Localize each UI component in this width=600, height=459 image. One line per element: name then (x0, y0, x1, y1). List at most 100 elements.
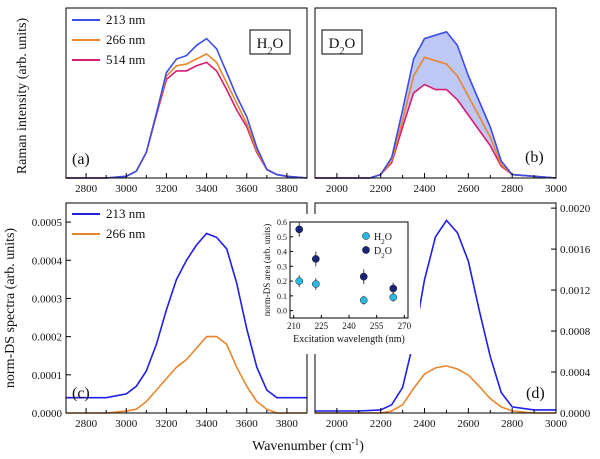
x-tick-label-b: 3000 (545, 183, 568, 195)
x-tick-label-b: 2400 (414, 183, 437, 195)
panel-label-d: (d) (526, 385, 545, 402)
x-tick-label-a: 3200 (155, 183, 178, 195)
plot-frame-b (314, 7, 557, 179)
x-tick-label-a: 3000 (115, 183, 138, 195)
x-tick-label-c: 3400 (196, 418, 219, 430)
y-tick-label-d: 0.0008 (560, 326, 591, 338)
inset-x-axis-label: Excitation wavelength (nm) (293, 334, 405, 345)
panel-c: 2800 3000 3200 3400 3600 38000.00000.00010.00… (32, 202, 308, 430)
badge-sub: 2 (268, 46, 273, 57)
inset-legend-marker (362, 232, 370, 240)
y-tick-label-d: 0.0000 (560, 408, 591, 420)
x-tick-label-b: 2200 (370, 183, 393, 195)
x-tick-label-c: 3200 (155, 418, 178, 430)
inset-legend-label: D2O (374, 246, 392, 260)
x-tick-label-a: 3600 (236, 183, 259, 195)
series-line-b-266nm (315, 56, 557, 179)
panel-label-c: (c) (72, 385, 90, 402)
legend-label-a: 514 nm (106, 52, 145, 67)
y-tick-label-c: 0.0000 (32, 408, 63, 420)
y-tick-label-c: 0.0002 (32, 332, 62, 344)
x-tick-label-d: 2000 (326, 418, 349, 430)
series-line-a-514nm (66, 61, 308, 179)
x-axis-label: Wavenumber (cm-1) (252, 437, 364, 454)
inset-scatter: 210 225 240 255 270 0.0 0.1 0.2 0.3 0.4 0.5 0.6 Exci… (262, 214, 420, 354)
inset-x-tick-label: 270 (398, 321, 412, 331)
y-tick-label-d: 0.0012 (560, 285, 590, 297)
inset-y-axis-label: norm-DS area (arb. units) (262, 224, 272, 316)
y-tick-label-c: 0.0004 (32, 255, 63, 267)
inset-x-tick-label: 240 (342, 321, 356, 331)
y-tick-label-d: 0.0016 (560, 244, 591, 256)
x-tick-label-b: 2600 (457, 183, 480, 195)
inset-point-D2O (311, 255, 320, 263)
inset-point-D2O (359, 272, 368, 281)
series-line-b-514nm (315, 83, 557, 179)
legend-main: D (374, 246, 381, 257)
legend-sub: 2 (381, 252, 385, 260)
inset-x-tick-label: 225 (315, 321, 329, 331)
inset-point-H2O (311, 280, 320, 288)
x-tick-label-c: 3800 (276, 418, 299, 430)
series-line-a-266nm (66, 52, 308, 179)
legend-tail: O (385, 232, 392, 243)
badge-tail: O (345, 36, 356, 52)
y-tick-label-c: 0.0005 (32, 217, 63, 229)
inset-x-tick-label: 255 (370, 321, 384, 331)
legend-label-c: 213 nm (106, 206, 145, 221)
badge-tail: O (273, 36, 284, 52)
x-tick-label-a: 2800 (75, 183, 98, 195)
molecule-badge-a: H2O (257, 36, 284, 57)
inset-y-tick-label: 0.0 (277, 307, 287, 316)
y-tick-label-c: 0.0001 (32, 370, 62, 382)
legend-sub: 2 (381, 238, 385, 246)
y-tick-label-d: 0.0020 (560, 203, 591, 215)
panel-label-a: (a) (72, 151, 90, 168)
top-y-axis-label: Raman intensity (arb. units) (15, 18, 30, 175)
inset-x-tick-label: 210 (287, 321, 301, 331)
inset-point-H2O (359, 296, 368, 305)
x-tick-label-d: 3000 (545, 418, 568, 430)
x-tick-label-b: 2000 (326, 183, 349, 195)
molecule-badge-b: D2O (329, 36, 356, 57)
y-tick-label-d: 0.0004 (560, 367, 591, 379)
x-tick-label-a: 3400 (196, 183, 219, 195)
legend-main: H (374, 232, 381, 243)
inset-legend-marker (362, 246, 370, 254)
x-tick-label-d: 2200 (370, 418, 393, 430)
inset-y-tick-label: 0.4 (277, 248, 287, 257)
inset-y-tick-label: 0.6 (277, 218, 287, 227)
x-tick-label-d: 2800 (501, 418, 524, 430)
series-line-c-266nm (66, 335, 307, 414)
legend-tail: O (385, 246, 392, 257)
x-tick-label-a: 3800 (276, 183, 299, 195)
inset-y-tick-label: 0.5 (277, 233, 287, 242)
inset-y-tick-label: 0.1 (277, 292, 287, 301)
badge-main: H (257, 36, 268, 52)
y-tick-label-c: 0.0003 (32, 293, 63, 305)
bottom-left-y-axis-label: norm-DS spectra (arb. units) (3, 228, 18, 389)
inset-point-H2O (389, 293, 398, 302)
series-line-b-213nm (315, 30, 557, 179)
x-tick-label-b: 2800 (501, 183, 524, 195)
x-tick-label-d: 2400 (414, 418, 437, 430)
molecule-badge-box-a (249, 29, 291, 55)
legend-label-a: 213 nm (106, 12, 145, 27)
panel-b: 2000 2200 2400 2600 2800 3000 (b) D2O (314, 7, 568, 195)
inset-legend-label: H2O (374, 232, 392, 246)
legend-label-a: 266 nm (106, 32, 145, 47)
series-line-d-213nm (315, 219, 556, 412)
inset-point-D2O (389, 284, 398, 293)
inset-point-H2O (295, 277, 304, 285)
series-line-d-266nm (315, 365, 556, 414)
series-line-a-213nm (66, 37, 308, 179)
badge-main: D (329, 36, 340, 52)
legend-label-c: 266 nm (106, 226, 145, 241)
panel-a: 2800 3000 3200 3400 3600 3800 (a) H2O 213 nm 266 … (65, 7, 308, 195)
x-tick-label-d: 2600 (457, 418, 480, 430)
x-tick-label-c: 3000 (115, 418, 138, 430)
x-tick-label-c: 3600 (236, 418, 259, 430)
molecule-badge-box-b (321, 29, 363, 55)
